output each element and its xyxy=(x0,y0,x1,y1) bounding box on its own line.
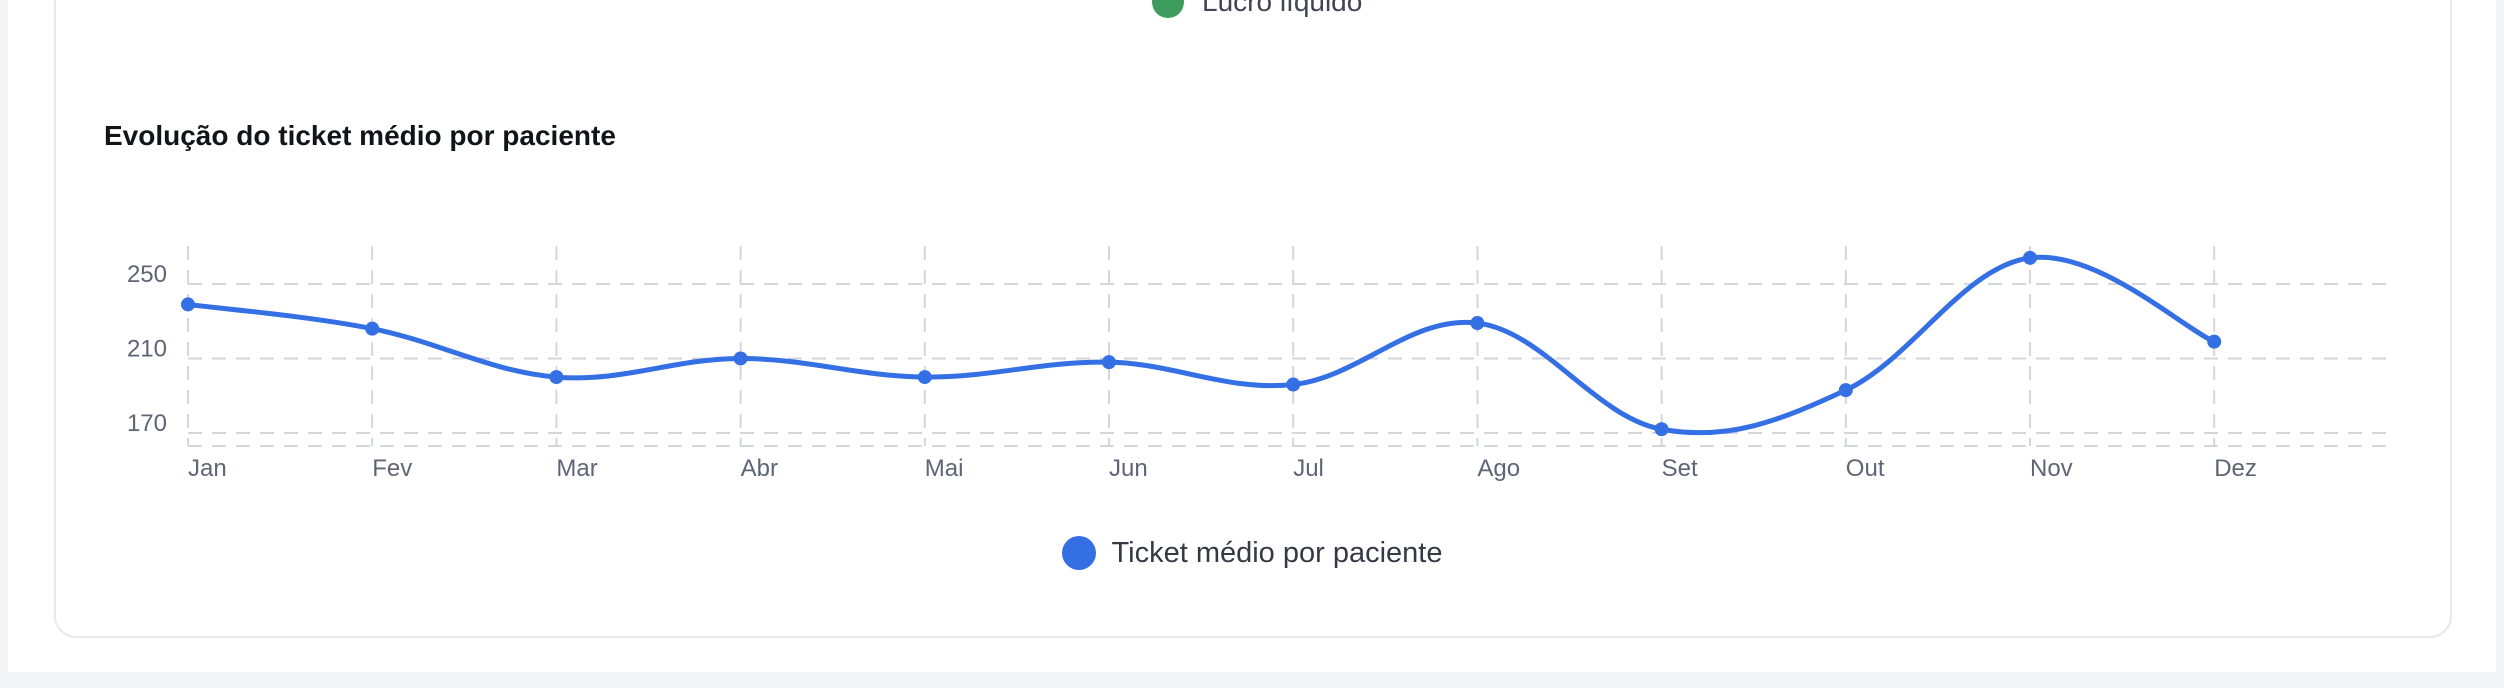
x-tick-label: Out xyxy=(1846,455,1885,482)
data-point xyxy=(1470,316,1485,331)
previous-chart-legend: Lucro líquido xyxy=(1152,0,1362,18)
series-line-ticket-medio xyxy=(185,254,2217,436)
legend-label-ticket-medio: Ticket médio por paciente xyxy=(1111,536,1443,569)
x-tick-label: Jul xyxy=(1293,455,1324,482)
y-tick-label: 250 xyxy=(127,261,167,288)
data-point xyxy=(1286,377,1301,392)
data-point xyxy=(365,321,380,336)
x-tick-label: Mai xyxy=(925,455,964,482)
legend-dot-ticket-medio xyxy=(1061,536,1096,570)
data-point xyxy=(181,297,195,312)
y-tick-label: 170 xyxy=(127,410,167,437)
data-point xyxy=(1102,355,1116,370)
data-point xyxy=(1654,422,1669,437)
x-tick-label: Dez xyxy=(2214,455,2257,482)
x-tick-label: Set xyxy=(1662,455,1698,482)
chart-legend[interactable]: Ticket médio por paciente xyxy=(0,536,2504,570)
chart-card xyxy=(54,0,2452,638)
x-tick-label: Nov xyxy=(2030,455,2073,482)
data-point xyxy=(2023,250,2037,265)
x-tick-label: Fev xyxy=(372,455,412,482)
x-tick-label: Mar xyxy=(556,455,597,482)
data-point xyxy=(1838,383,1853,398)
data-point xyxy=(549,370,564,385)
x-tick-label: Jun xyxy=(1109,455,1148,482)
chart-title: Evolução do ticket médio por paciente xyxy=(104,120,616,151)
data-point xyxy=(917,370,932,385)
x-tick-label: Abr xyxy=(741,455,778,482)
x-tick-label: Jan xyxy=(188,455,227,482)
legend-dot-lucro-liquido xyxy=(1152,0,1184,18)
data-point xyxy=(2207,334,2222,349)
x-tick-label: Ago xyxy=(1477,455,1520,482)
data-point xyxy=(733,351,748,366)
y-tick-label: 210 xyxy=(127,335,167,362)
legend-label-lucro-liquido: Lucro líquido xyxy=(1202,0,1363,17)
